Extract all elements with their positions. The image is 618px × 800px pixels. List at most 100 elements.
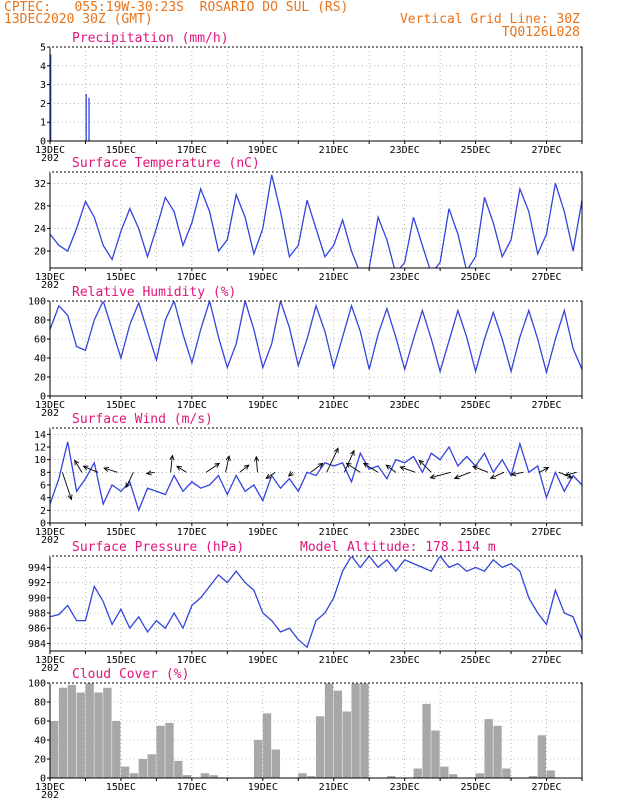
wind-arrow-shaft: [565, 471, 577, 476]
cloud-bar: [138, 759, 148, 778]
wind-arrow-head: [176, 465, 182, 471]
press-x-tick-label: 23DEC: [390, 655, 420, 666]
wind-arrow-head: [125, 482, 131, 489]
wind-y-tick-label: 0: [40, 519, 46, 530]
precip-y-tick-label: 3: [40, 80, 46, 91]
cloud-bar: [103, 687, 112, 778]
wind-arrow-shaft: [490, 471, 505, 479]
wind-arrow-head: [349, 449, 355, 456]
cloud-y-tick-label: 40: [34, 736, 46, 747]
wind-arrow-head: [453, 474, 460, 480]
wind-x-tick-label: 13DEC: [35, 527, 65, 538]
wind-arrow-head: [333, 447, 339, 454]
wind-y-tick-label: 6: [40, 481, 46, 492]
press-x-tick-label: 17DEC: [177, 655, 207, 666]
cloud-bar: [333, 690, 343, 778]
precip-frame: [49, 46, 583, 142]
cloud-bar: [262, 713, 272, 778]
rh-x-tick-label: 13DEC: [35, 400, 65, 411]
precip-y-tick-label: 1: [40, 118, 46, 129]
rh-x-tick-label: 25DEC: [461, 400, 491, 411]
temp-x-tick-label: 15DEC: [106, 272, 136, 283]
cloud-bar: [493, 725, 502, 778]
cloud-bar: [431, 730, 440, 778]
temp-series-line: [50, 174, 582, 268]
press-x-sub-label: 202: [41, 663, 59, 674]
wind-x-tick-label: 25DEC: [461, 527, 491, 538]
cloud-bar: [316, 716, 325, 778]
wind-arrow-shaft: [418, 460, 432, 473]
cloud-bar: [271, 749, 281, 778]
press-x-tick-label: 13DEC: [35, 655, 65, 666]
temp-x-tick-label: 27DEC: [531, 272, 561, 283]
wind-arrow-shaft: [363, 462, 379, 473]
rh-y-tick-label: 80: [34, 316, 46, 327]
wind-arrow-head: [265, 473, 272, 479]
cloud-x-tick-label: 17DEC: [177, 782, 207, 793]
wind-arrow-head: [287, 471, 294, 477]
rh-panel: [47, 300, 583, 399]
wind-y-tick-label: 4: [40, 493, 46, 504]
rh-x-tick-label: 17DEC: [177, 400, 207, 411]
press-y-tick-label: 990: [28, 593, 46, 604]
precip-y-tick-label: 5: [40, 43, 46, 54]
cloud-bar: [484, 719, 493, 778]
temp-frame: [49, 171, 583, 269]
press-series-line: [50, 556, 582, 649]
precip-x-tick-label: 27DEC: [531, 145, 561, 156]
cloud-y-tick-label: 20: [34, 755, 46, 766]
wind-x-tick-label: 15DEC: [106, 527, 136, 538]
cloud-bar: [76, 692, 85, 778]
cloud-x-tick-label: 25DEC: [461, 782, 491, 793]
wind-arrow-shaft: [310, 462, 323, 473]
cloud-bar: [298, 773, 307, 778]
header-date: 13DEC2020 30Z (GMT): [4, 12, 153, 27]
temp-x-tick-label: 25DEC: [461, 272, 491, 283]
wind-arrow-head: [510, 471, 517, 477]
wind-y-tick-label: 14: [34, 430, 46, 441]
cloud-bar: [386, 776, 396, 778]
press-x-tick-label: 25DEC: [461, 655, 491, 666]
temp-title: Surface Temperature (nC): [72, 156, 260, 171]
precip-x-sub-label: 202: [41, 153, 59, 164]
temp-x-tick-label: 23DEC: [390, 272, 420, 283]
cloud-bar: [528, 776, 538, 778]
temp-x-sub-label: 202: [41, 280, 59, 291]
cloud-bar: [200, 773, 210, 778]
press-title: Surface Pressure (hPa): [72, 540, 244, 555]
wind-arrow-shaft: [225, 456, 230, 473]
wind-arrow-head: [254, 455, 260, 462]
temp-x-tick-label: 13DEC: [35, 272, 65, 283]
press-frame: [49, 555, 583, 652]
cloud-y-tick-label: 60: [34, 717, 46, 728]
cloud-x-tick-label: 13DEC: [35, 782, 65, 793]
precip-y-tick-label: 0: [40, 137, 46, 148]
cloud-x-sub-label: 202: [41, 790, 59, 800]
wind-arrow-shaft: [265, 471, 276, 479]
press-y-tick-label: 988: [28, 609, 46, 620]
press-y-tick-label: 994: [28, 563, 46, 574]
wind-y-tick-label: 8: [40, 468, 46, 479]
cloud-bar: [58, 687, 68, 778]
wind-arrow-shaft: [346, 462, 361, 473]
cloud-bar: [183, 775, 192, 778]
wind-arrow-shaft: [104, 467, 118, 473]
cloud-bar: [475, 773, 484, 778]
cloud-y-tick-label: 100: [28, 679, 46, 690]
cloud-x-tick-label: 19DEC: [248, 782, 278, 793]
rh-series-line: [50, 301, 582, 375]
wind-arrow-shaft: [385, 464, 397, 473]
wind-x-sub-label: 202: [41, 535, 59, 546]
cloud-bar: [537, 735, 547, 778]
wind-arrow-shaft: [146, 471, 155, 474]
temp-panel: [47, 171, 583, 271]
wind-arrow-head: [74, 459, 80, 466]
rh-y-tick-label: 0: [40, 392, 46, 403]
cloud-bar: [440, 766, 449, 778]
precip-x-tick-label: 15DEC: [106, 145, 136, 156]
wind-arrow-shaft: [454, 471, 471, 479]
wind-arrow-head: [472, 465, 479, 471]
header-location: CPTEC: 055:19W-30:23S ROSARIO DO SUL (RS…: [4, 0, 349, 15]
wind-x-tick-label: 23DEC: [390, 527, 420, 538]
